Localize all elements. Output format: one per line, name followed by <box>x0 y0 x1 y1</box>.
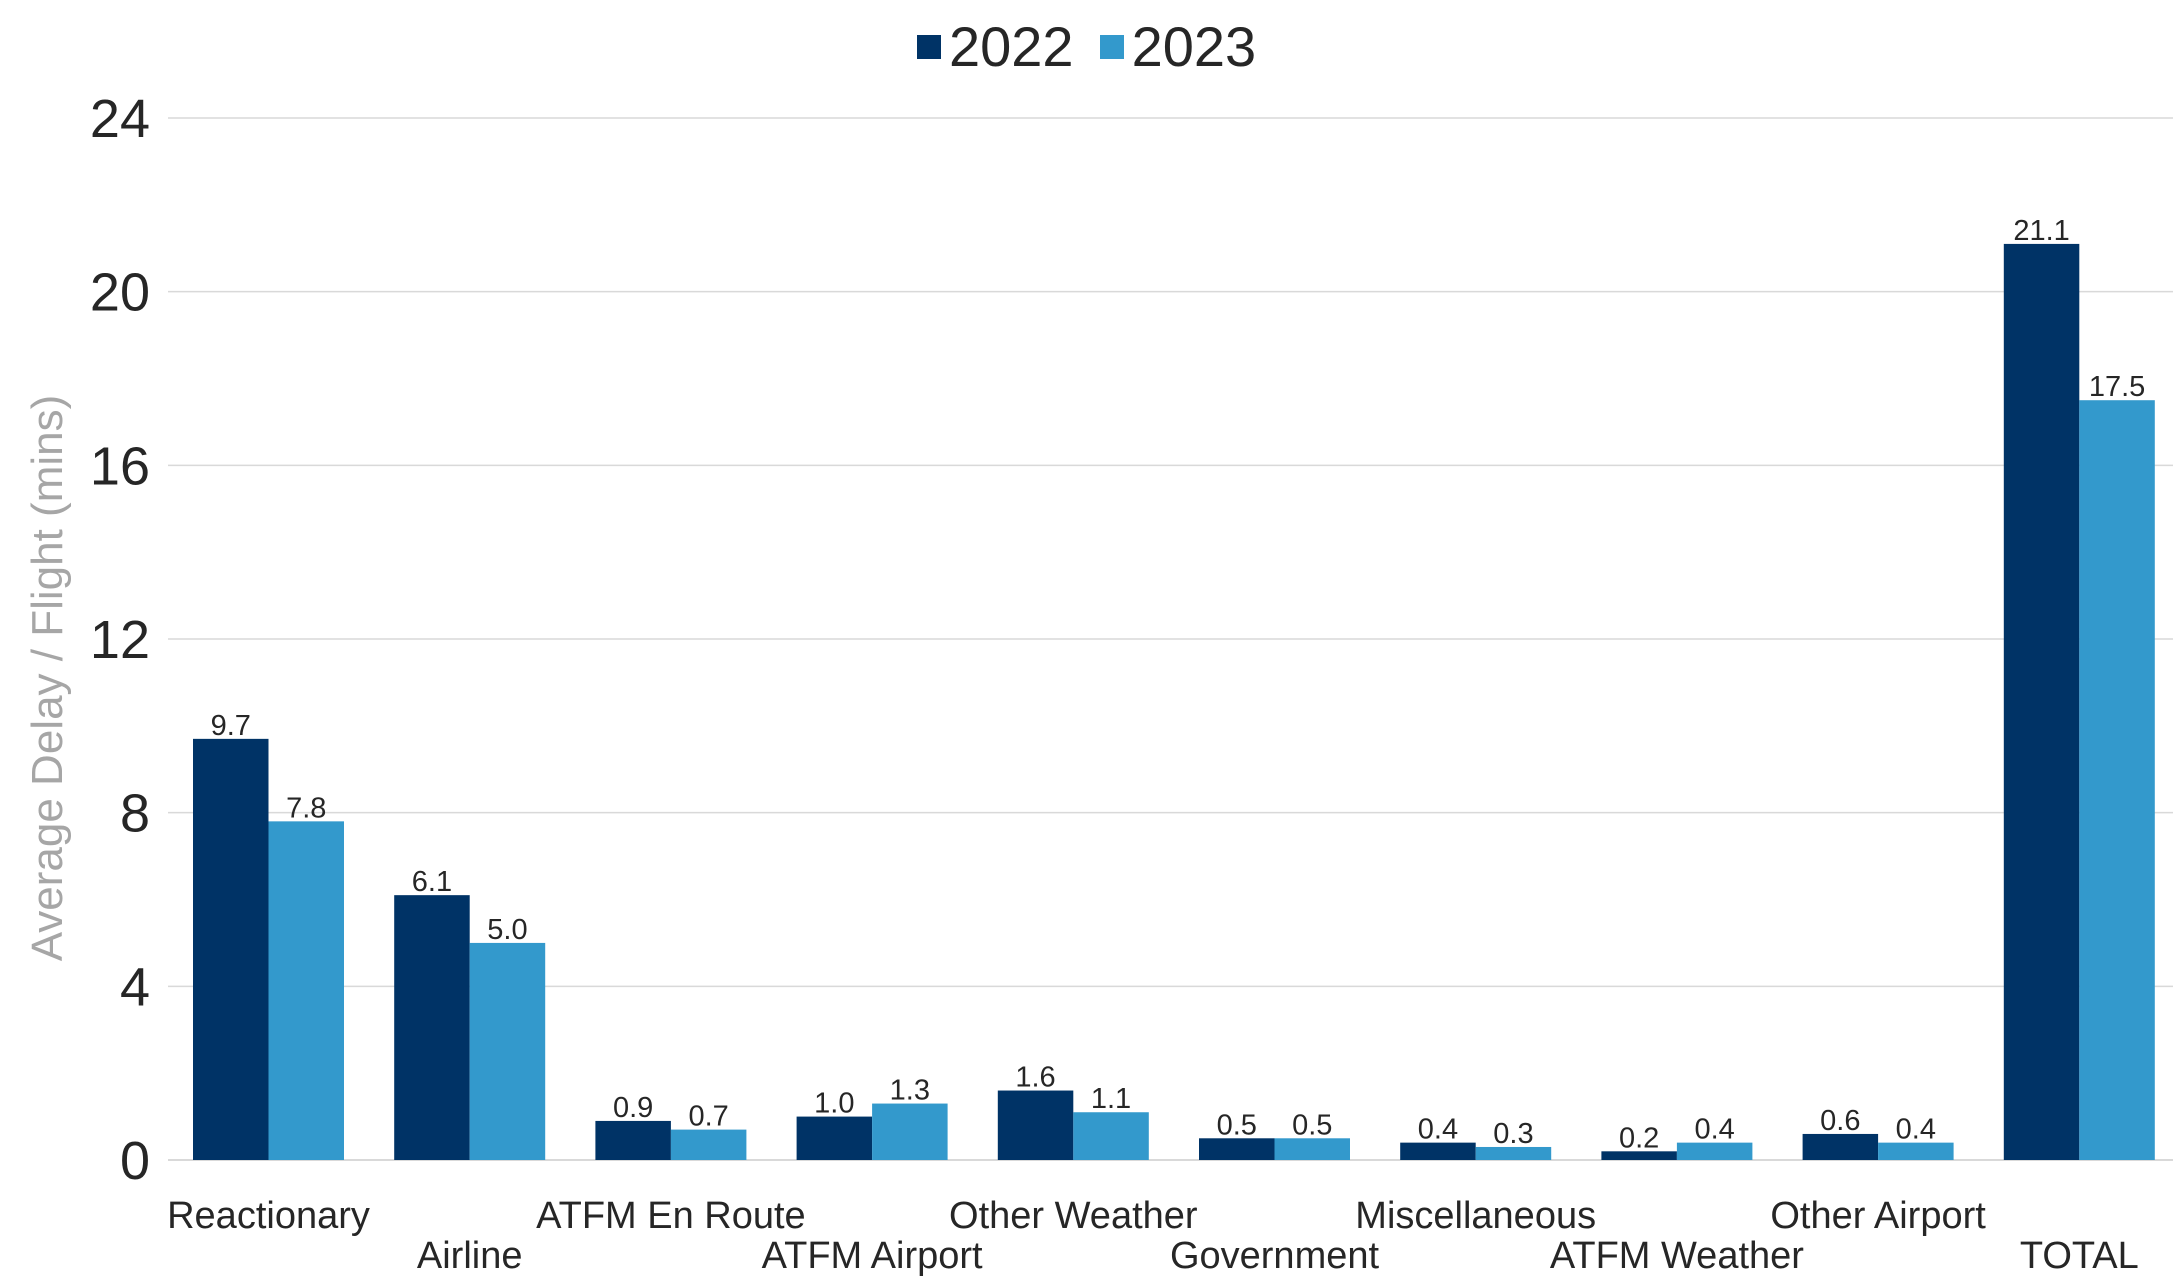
bar-2022-6 <box>1199 1138 1275 1160</box>
bar-2023-2 <box>469 942 546 1160</box>
x-tick-label: ATFM En Route <box>536 1195 806 1237</box>
bar-2022-8 <box>1601 1151 1677 1160</box>
data-label: 7.8 <box>286 792 326 824</box>
data-label: 1.6 <box>1015 1062 1055 1094</box>
bar-2023-4 <box>872 1103 948 1160</box>
x-tick-label: ATFM Airport <box>762 1235 983 1277</box>
legend-item-2022: 2022 <box>917 14 1074 79</box>
data-label: 0.9 <box>613 1092 653 1124</box>
data-label: 1.0 <box>814 1088 854 1120</box>
bar-2023-7 <box>1475 1146 1552 1160</box>
legend-item-2023: 2023 <box>1099 14 1257 79</box>
y-tick-label: 16 <box>90 436 150 496</box>
data-label: 5.0 <box>487 914 527 946</box>
bar-2022-10 <box>2003 243 2080 1161</box>
x-tick-label: ATFM Weather <box>1550 1235 1804 1277</box>
y-tick-label: 12 <box>90 610 150 670</box>
x-tick-label: Reactionary <box>167 1195 370 1237</box>
data-label: 0.4 <box>1896 1114 1936 1146</box>
x-tick-label: Other Airport <box>1770 1195 1986 1237</box>
bar-2023-10 <box>2079 400 2155 1160</box>
data-label: 0.3 <box>1493 1118 1533 1150</box>
bar-2023-3 <box>670 1129 747 1160</box>
legend-label-2022: 2022 <box>949 15 1074 78</box>
data-label: 21.1 <box>2013 215 2069 247</box>
bar-2022-7 <box>1400 1142 1476 1160</box>
data-label: 1.1 <box>1091 1083 1131 1115</box>
data-label: 0.5 <box>1292 1109 1332 1141</box>
data-label: 0.7 <box>688 1101 728 1133</box>
data-label: 6.1 <box>412 866 452 898</box>
bar-2023-9 <box>1878 1142 1954 1160</box>
bar-2022-5 <box>997 1090 1074 1160</box>
bar-2023-6 <box>1274 1138 1350 1160</box>
bar-2022-1 <box>193 738 269 1160</box>
x-tick-label: Other Weather <box>949 1195 1198 1237</box>
x-tick-label: Miscellaneous <box>1355 1195 1596 1237</box>
data-label: 0.6 <box>1820 1105 1860 1137</box>
y-tick-label: 8 <box>120 784 150 844</box>
y-tick-label: 24 <box>90 89 150 149</box>
data-label: 0.4 <box>1418 1114 1458 1146</box>
data-label: 0.2 <box>1619 1122 1659 1154</box>
legend-swatch-2022 <box>917 34 941 59</box>
bar-2023-8 <box>1676 1142 1753 1160</box>
y-tick-label: 0 <box>120 1131 150 1191</box>
legend: 2022 2023 <box>917 14 1282 79</box>
bar-2022-4 <box>796 1116 873 1160</box>
x-tick-label: Airline <box>417 1235 523 1277</box>
legend-swatch-2023 <box>1099 34 1124 59</box>
data-label: 17.5 <box>2089 371 2145 403</box>
data-label: 1.3 <box>890 1075 930 1107</box>
x-tick-label: Government <box>1170 1235 1380 1277</box>
data-label: 0.5 <box>1217 1109 1257 1141</box>
legend-label-2023: 2023 <box>1131 15 1257 78</box>
bar-2022-9 <box>1802 1133 1879 1160</box>
bar-2023-5 <box>1073 1112 1149 1160</box>
y-tick-label: 4 <box>120 957 150 1017</box>
data-label: 9.7 <box>211 710 251 742</box>
data-label: 0.4 <box>1694 1114 1734 1146</box>
bar-2023-1 <box>268 821 344 1160</box>
bar-2022-3 <box>595 1120 671 1160</box>
x-tick-label: TOTAL <box>2020 1235 2139 1277</box>
y-tick-label: 20 <box>90 263 150 323</box>
bar-2022-2 <box>394 895 470 1160</box>
